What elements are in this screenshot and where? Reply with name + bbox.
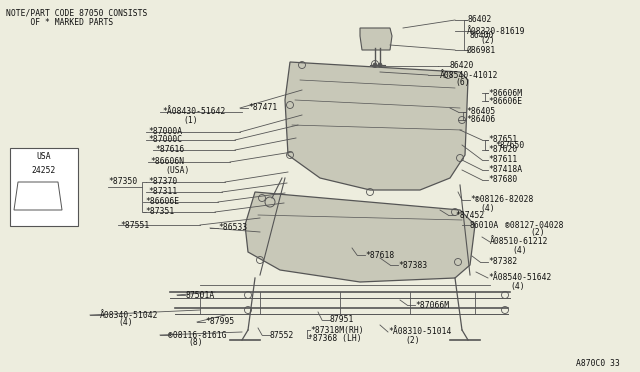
Bar [10, 148, 78, 226]
Text: (2): (2) [405, 336, 420, 344]
Text: *87680: *87680 [488, 176, 517, 185]
Text: *87611: *87611 [488, 155, 517, 164]
Text: *86606M: *86606M [488, 89, 522, 97]
Text: *86606E: *86606E [145, 198, 179, 206]
Circle shape [378, 63, 382, 67]
Text: 86402: 86402 [467, 16, 492, 25]
Text: Å08540-41012: Å08540-41012 [440, 71, 499, 80]
Text: *Å08430-51642: *Å08430-51642 [162, 108, 225, 116]
Text: ®08127-04028: ®08127-04028 [505, 221, 563, 230]
Text: *87382: *87382 [488, 257, 517, 266]
Text: 86420: 86420 [450, 61, 474, 71]
Text: *87066M: *87066M [415, 301, 449, 310]
Polygon shape [360, 28, 392, 50]
Circle shape [373, 63, 377, 67]
Text: *86405: *86405 [466, 108, 495, 116]
Text: *87350: *87350 [108, 177, 137, 186]
Text: 24252: 24252 [32, 166, 56, 175]
Text: 86010A: 86010A [470, 221, 499, 230]
Text: 86400: 86400 [470, 31, 494, 39]
Text: *87620: *87620 [488, 145, 517, 154]
Text: (4): (4) [512, 246, 527, 254]
Text: Å08320-81619: Å08320-81619 [467, 26, 525, 35]
Text: *87616: *87616 [155, 145, 184, 154]
Text: *87000C: *87000C [148, 135, 182, 144]
Polygon shape [285, 62, 468, 190]
Text: (2): (2) [480, 35, 495, 45]
Text: OF * MARKED PARTS: OF * MARKED PARTS [6, 18, 113, 27]
Text: (USA): (USA) [165, 166, 189, 174]
Text: 87552: 87552 [270, 330, 294, 340]
Polygon shape [245, 192, 475, 282]
Text: (8): (8) [188, 339, 203, 347]
Text: *87370: *87370 [148, 177, 177, 186]
Text: 87951: 87951 [330, 315, 355, 324]
Text: *87351: *87351 [145, 208, 174, 217]
Text: (6): (6) [455, 78, 470, 87]
Text: *87618: *87618 [365, 250, 394, 260]
Text: *87651: *87651 [488, 135, 517, 144]
Text: *87418A: *87418A [488, 166, 522, 174]
Text: *87000A: *87000A [148, 128, 182, 137]
Text: *Å08310-51014: *Å08310-51014 [388, 327, 451, 337]
Text: *87551: *87551 [120, 221, 149, 230]
Text: *®08126-82028: *®08126-82028 [470, 196, 533, 205]
Text: ®08116-8161G: ®08116-8161G [168, 330, 227, 340]
Text: 87501A: 87501A [185, 291, 214, 299]
Text: Å08510-61212: Å08510-61212 [490, 237, 548, 247]
Text: *86606E: *86606E [488, 96, 522, 106]
Text: *87471: *87471 [248, 103, 277, 112]
Text: *86406: *86406 [466, 115, 495, 125]
Text: USA: USA [36, 152, 51, 161]
Text: Ø86981: Ø86981 [467, 45, 496, 55]
Text: *87311: *87311 [148, 187, 177, 196]
Text: *87452: *87452 [455, 211, 484, 219]
Text: *87995: *87995 [205, 317, 234, 327]
Text: *87650: *87650 [495, 141, 524, 150]
Text: (4): (4) [480, 203, 495, 212]
Text: Å08340-51042: Å08340-51042 [100, 311, 159, 320]
Text: *Å08540-51642: *Å08540-51642 [488, 273, 552, 282]
Text: (2): (2) [530, 228, 545, 237]
Text: (4): (4) [510, 282, 525, 291]
Text: A870C0 33: A870C0 33 [576, 359, 620, 369]
Text: *86606N: *86606N [150, 157, 184, 167]
Text: *87368 (LH): *87368 (LH) [308, 334, 362, 343]
Text: *87383: *87383 [398, 260, 428, 269]
Text: *86533: *86533 [218, 224, 247, 232]
Text: (4): (4) [118, 318, 132, 327]
Text: *87318M(RH): *87318M(RH) [310, 326, 364, 334]
Text: NOTE/PART CODE 87050 CONSISTS: NOTE/PART CODE 87050 CONSISTS [6, 8, 147, 17]
Text: (1): (1) [183, 115, 198, 125]
